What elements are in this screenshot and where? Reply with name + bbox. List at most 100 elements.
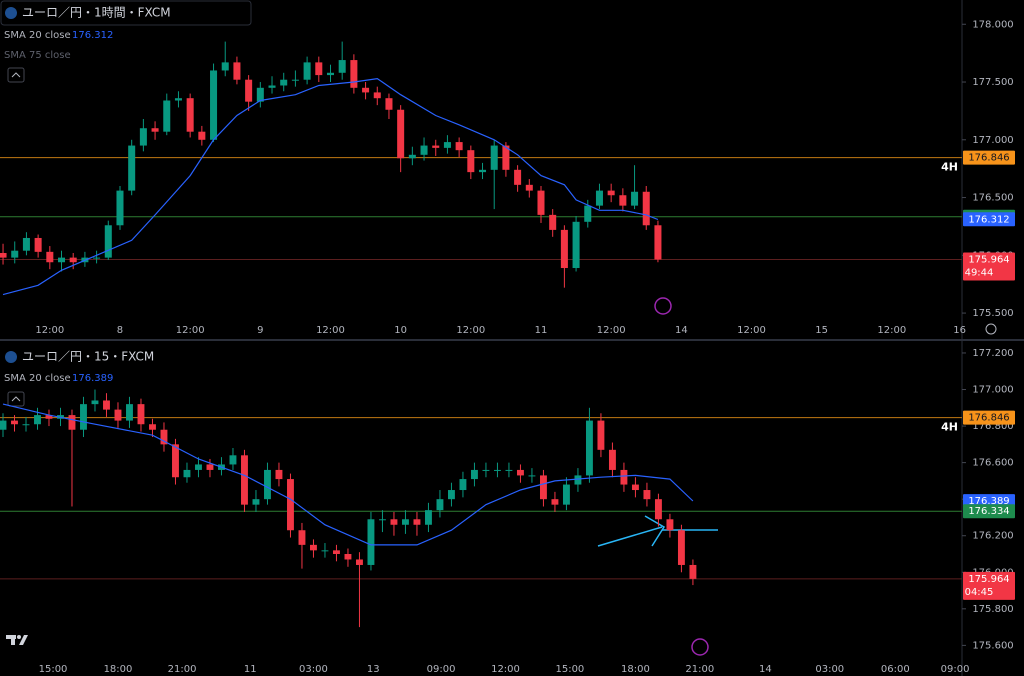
candle-body [46, 251, 54, 263]
x-tick-label: 11 [244, 664, 257, 675]
candle-body [338, 60, 346, 73]
y-tick-label: 175.600 [972, 640, 1013, 651]
candle-body [631, 191, 639, 206]
candle-body [608, 449, 616, 470]
collapse-button[interactable] [7, 67, 25, 83]
candle-body [58, 257, 66, 263]
candle-body [174, 98, 182, 101]
y-tick-label: 178.000 [972, 19, 1013, 30]
candle-body [620, 469, 628, 485]
candle-body [116, 190, 124, 226]
candle-body [467, 150, 475, 173]
price-tag [963, 212, 1015, 227]
y-tick-label: 176.200 [972, 531, 1013, 542]
price-tag-label: 175.964 [968, 574, 1009, 585]
price-tag-label: 175.964 [968, 254, 1009, 265]
symbol-icon [5, 7, 17, 19]
candle-body [390, 519, 398, 525]
y-tick-label: 176.800 [972, 421, 1013, 432]
candle-body [459, 479, 467, 491]
candle-body [631, 484, 639, 491]
price-tag-label: 176.334 [968, 506, 1009, 517]
candle-body [436, 499, 444, 511]
y-tick-label: 175.800 [972, 604, 1013, 615]
candle-body [379, 519, 386, 521]
candle-body [385, 98, 393, 110]
candle-body [572, 221, 580, 269]
candle-body [642, 191, 650, 226]
candle-body [137, 404, 145, 425]
y-tick-label: 177.000 [972, 135, 1013, 146]
candle-body [114, 409, 122, 421]
interval-label: 4H [941, 161, 958, 174]
candle-body [229, 455, 237, 465]
candle-body [689, 564, 697, 579]
x-tick-label: 8 [117, 325, 123, 336]
candle-body [525, 184, 533, 191]
candle-body [0, 420, 7, 430]
x-tick-label: 12:00 [737, 325, 766, 336]
indicator-value: 176.312 [72, 30, 113, 41]
indicator-name: SMA 20 close [4, 373, 71, 384]
countdown-label: 04:45 [965, 587, 994, 598]
chart-title: ユーロ／円・15・FXCM [22, 350, 154, 364]
x-tick-label: 12:00 [597, 325, 626, 336]
candle-body [560, 229, 568, 269]
y-tick-label: 177.500 [972, 77, 1013, 88]
event-icon[interactable] [691, 638, 709, 656]
candle-body [397, 109, 405, 159]
candle-body [432, 145, 440, 148]
x-tick-label: 12:00 [877, 325, 906, 336]
sma-line [2, 403, 694, 546]
candle-body [126, 404, 133, 421]
indicator-name: SMA 75 close [4, 50, 71, 61]
candle-body [287, 479, 294, 531]
x-tick-label: 12:00 [316, 325, 345, 336]
plot-area [0, 41, 962, 296]
candle-body [584, 205, 592, 222]
candle-body [597, 420, 605, 450]
candle-body [303, 62, 311, 80]
candle-body [574, 475, 582, 485]
sma-line [2, 77, 659, 296]
candle-body [210, 70, 218, 140]
candle-body [195, 464, 202, 470]
candle-body [256, 87, 264, 102]
candle-body [666, 519, 674, 531]
candle-body [11, 420, 18, 425]
y-tick-label: 175.500 [972, 308, 1013, 319]
indicator-name: SMA 20 close [4, 30, 71, 41]
x-tick-label: 03:00 [299, 664, 328, 675]
candle-body [91, 400, 99, 405]
candle-body [69, 257, 77, 263]
candle-body [0, 252, 7, 258]
event-icon[interactable] [654, 297, 672, 315]
candle-body [402, 519, 409, 525]
candle-body [11, 250, 19, 258]
candle-body [160, 429, 168, 445]
x-tick-label: 12:00 [176, 325, 205, 336]
price-tag [963, 504, 1015, 519]
candle-body [298, 530, 306, 545]
x-tick-label: 15:00 [39, 664, 68, 675]
x-tick-label: 21:00 [168, 664, 197, 675]
x-tick-label: 14 [759, 664, 772, 675]
candle-body [493, 469, 501, 471]
logo-part [11, 635, 15, 645]
symbol-icon [5, 351, 17, 363]
price-tag-label: 176.389 [968, 496, 1009, 507]
collapse-button[interactable] [7, 391, 25, 407]
tv-logo [6, 635, 28, 645]
candle-body [198, 131, 206, 140]
x-tick-label: 21:00 [685, 664, 714, 675]
settings-icon[interactable] [985, 323, 997, 335]
chart-title: ユーロ／円・1時間・FXCM [22, 6, 171, 20]
price-tag [963, 410, 1015, 425]
x-tick-label: 18:00 [104, 664, 133, 675]
candle-body [549, 214, 557, 230]
x-tick-label: 12:00 [491, 664, 520, 675]
arrow-head [644, 515, 666, 547]
x-tick-label: 9 [257, 325, 263, 336]
candle-body [241, 455, 248, 505]
